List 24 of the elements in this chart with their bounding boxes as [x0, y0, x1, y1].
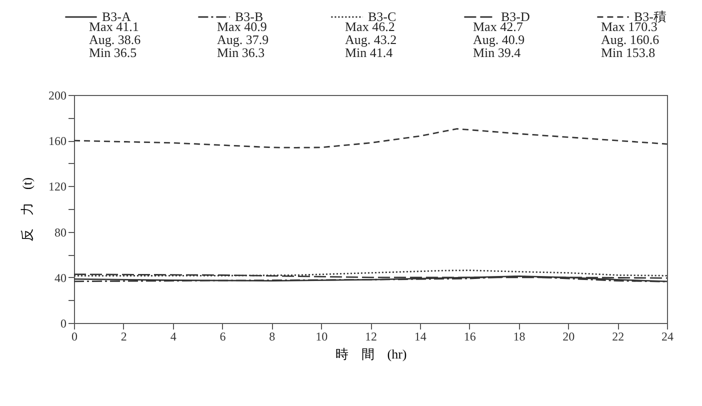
y-tick-label: 0	[60, 316, 66, 330]
x-tick-label: 12	[365, 330, 377, 344]
y-axis-title: 反 力 (t)	[20, 177, 34, 242]
x-tick-label: 18	[513, 330, 526, 344]
y-tick-label: 120	[48, 180, 66, 194]
y-tick-label: 80	[54, 225, 66, 240]
legend-label: B3-A	[102, 9, 132, 24]
legend-label: B3-D	[501, 9, 530, 24]
x-tick-label: 6	[220, 330, 226, 344]
legend-label: B3-B	[235, 9, 264, 24]
x-tick-label: 4	[170, 330, 176, 344]
y-tick-label: 200	[48, 88, 66, 102]
y-tick-label: 160	[48, 134, 66, 148]
x-tick-label: 10	[316, 330, 328, 344]
x-tick-label: 22	[612, 330, 624, 344]
x-tick-label: 20	[562, 330, 575, 344]
x-axis-title: 時 間 (hr)	[335, 346, 407, 362]
x-tick-label: 0	[72, 330, 78, 344]
x-tick-label: 14	[414, 330, 426, 344]
x-tick-label: 16	[464, 330, 476, 344]
y-tick-label: 40	[54, 270, 66, 285]
x-tick-label: 8	[269, 330, 276, 344]
x-tick-label: 2	[120, 330, 127, 344]
x-tick-label: 24	[662, 330, 674, 344]
